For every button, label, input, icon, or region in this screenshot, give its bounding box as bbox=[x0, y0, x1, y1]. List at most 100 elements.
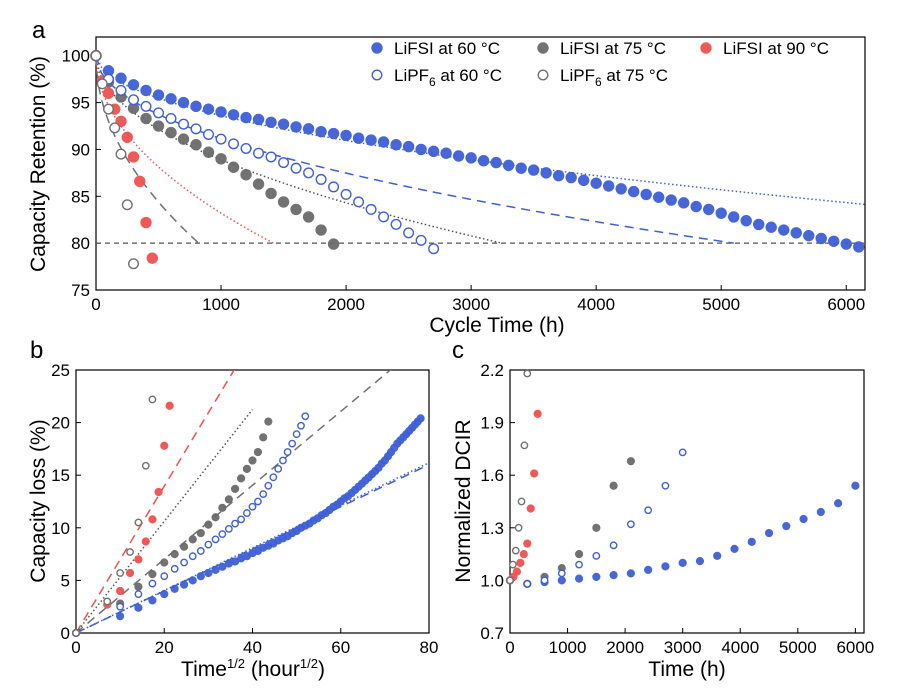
x-tick-label: 3000 bbox=[452, 295, 490, 314]
point-lipf6-at-60-c bbox=[278, 157, 290, 169]
point-lipf6-at-60-c bbox=[140, 100, 152, 112]
point-lifsi-at-60-c bbox=[764, 528, 774, 538]
y-tick-label: 95 bbox=[71, 94, 90, 113]
point-lifsi-at-75-c bbox=[196, 528, 205, 538]
plot-frame bbox=[75, 369, 430, 634]
y-tick-label: 0 bbox=[61, 624, 70, 643]
y-tick-label: 90 bbox=[71, 140, 90, 159]
plot-frame bbox=[509, 369, 865, 634]
point-lifsi-at-60-c bbox=[415, 143, 427, 156]
point-lifsi-at-60-c bbox=[127, 79, 140, 91]
point-lipf6-at-60-c bbox=[211, 535, 220, 544]
x-tick-label: 0 bbox=[91, 295, 100, 314]
point-lifsi-at-60-c bbox=[730, 544, 739, 553]
legend-label-1: LiFSI at 60 °C bbox=[394, 39, 500, 58]
y-axis-title: Capacity loss (%) bbox=[27, 419, 50, 582]
point-lipf6-at-75-c bbox=[511, 546, 520, 555]
point-lifsi-at-60-c bbox=[540, 167, 552, 179]
x-tick-label: 40 bbox=[243, 638, 262, 657]
point-lipf6-at-60-c bbox=[365, 203, 377, 215]
point-lipf6-at-60-c bbox=[231, 519, 239, 528]
point-lifsi-at-75-c bbox=[290, 203, 302, 216]
point-lipf6-at-60-c bbox=[303, 167, 315, 179]
point-lipf6-at-60-c bbox=[228, 138, 240, 150]
point-lifsi-at-75-c bbox=[626, 457, 635, 466]
point-lipf6-at-60-c bbox=[134, 590, 143, 598]
point-lipf6-at-60-c bbox=[540, 576, 549, 585]
point-lifsi-at-60-c bbox=[188, 576, 197, 585]
point-lifsi-at-60-c bbox=[592, 572, 601, 581]
point-lipf6-at-60-c bbox=[269, 473, 278, 482]
point-lifsi-at-60-c bbox=[753, 218, 765, 231]
point-lifsi-at-60-c bbox=[265, 116, 277, 128]
point-lipf6-at-60-c bbox=[403, 227, 415, 239]
point-lipf6-at-75-c bbox=[121, 199, 133, 211]
fit-line-lifsi-at-90-c bbox=[95, 55, 274, 244]
fit-lines-b bbox=[76, 370, 429, 633]
point-lifsi-at-60-c bbox=[515, 162, 527, 174]
y-axis-title: Normalized DCIR bbox=[452, 419, 475, 582]
point-lipf6-at-75-c bbox=[109, 122, 121, 134]
point-lipf6-at-60-c bbox=[279, 456, 287, 465]
point-lifsi-at-90-c bbox=[121, 131, 133, 143]
legend-marker-lipf-at-60-c bbox=[371, 69, 383, 81]
point-lifsi-at-60-c bbox=[177, 96, 190, 109]
point-lipf6-at-60-c bbox=[290, 162, 302, 174]
plot-frame bbox=[95, 36, 866, 291]
x-tick-label: 1000 bbox=[549, 638, 587, 657]
legend-marker-lifsi-at-60-c bbox=[371, 42, 383, 54]
point-lifsi-at-75-c bbox=[252, 178, 265, 190]
legend-label-text: LiFSI at 90 °C bbox=[723, 39, 829, 58]
point-lipf6-at-60-c bbox=[264, 481, 273, 490]
point-lipf6-at-75-c bbox=[103, 103, 115, 115]
point-lipf6-at-75-c bbox=[523, 369, 532, 378]
x-tick-label: 5000 bbox=[702, 295, 740, 314]
point-lifsi-at-60-c bbox=[782, 521, 791, 531]
y-tick-label: 25 bbox=[51, 361, 70, 380]
point-lifsi-at-75-c bbox=[327, 238, 340, 250]
point-lipf6-at-60-c bbox=[165, 113, 177, 125]
point-lipf6-at-60-c bbox=[378, 211, 390, 223]
point-lifsi-at-75-c bbox=[592, 523, 601, 532]
point-lifsi-at-60-c bbox=[202, 103, 215, 115]
point-lifsi-at-60-c bbox=[590, 177, 602, 189]
point-lifsi-at-90-c bbox=[148, 515, 157, 524]
x-tick-label: 5000 bbox=[779, 638, 817, 657]
x-tick-label: 6000 bbox=[836, 638, 874, 657]
point-lifsi-at-60-c bbox=[615, 183, 627, 195]
point-lipf6-at-60-c bbox=[153, 107, 165, 119]
point-lifsi-at-60-c bbox=[602, 180, 615, 192]
x-axis-title: Time1/2 (hour1/2) bbox=[181, 656, 325, 681]
x-axis-title: Cycle Time (h) bbox=[429, 314, 564, 337]
point-lipf6-at-75-c bbox=[506, 576, 514, 585]
point-lifsi-at-60-c bbox=[160, 589, 169, 599]
point-lifsi-at-75-c bbox=[170, 549, 179, 559]
point-lifsi-at-60-c bbox=[277, 118, 290, 130]
point-lifsi-at-60-c bbox=[803, 229, 815, 242]
point-lifsi-at-60-c bbox=[713, 551, 722, 560]
point-lipf6-at-60-c bbox=[115, 84, 127, 96]
point-lipf6-at-60-c bbox=[188, 552, 197, 561]
point-lipf6-at-60-c bbox=[180, 558, 188, 567]
point-lifsi-at-60-c bbox=[179, 580, 189, 589]
point-lifsi-at-75-c bbox=[230, 484, 240, 493]
fit-line-lipf6-at-60-c bbox=[76, 464, 429, 633]
point-lifsi-at-60-c bbox=[340, 129, 352, 142]
point-lifsi-at-60-c bbox=[652, 191, 665, 203]
x-axis-title-part: 1/2 bbox=[227, 656, 245, 671]
point-lipf6-at-75-c bbox=[520, 441, 529, 450]
legend-label-3: LiFSI at 90 °C bbox=[723, 39, 829, 58]
panel-a-letter: a bbox=[32, 17, 46, 44]
y-tick-label: 10 bbox=[51, 519, 70, 538]
x-axis-title-part: 1/2 bbox=[300, 656, 318, 671]
point-lifsi-at-90-c bbox=[134, 555, 143, 564]
point-lifsi-at-60-c bbox=[661, 562, 670, 571]
point-lipf6-at-75-c bbox=[116, 569, 125, 577]
point-lifsi-at-90-c bbox=[102, 87, 115, 99]
point-lifsi-at-90-c bbox=[512, 567, 522, 576]
point-lifsi-at-60-c bbox=[165, 93, 177, 105]
point-lifsi-at-60-c bbox=[196, 572, 205, 581]
point-lifsi-at-90-c bbox=[530, 469, 539, 478]
point-lipf6-at-60-c bbox=[340, 188, 352, 200]
point-lifsi-at-75-c bbox=[188, 535, 197, 544]
